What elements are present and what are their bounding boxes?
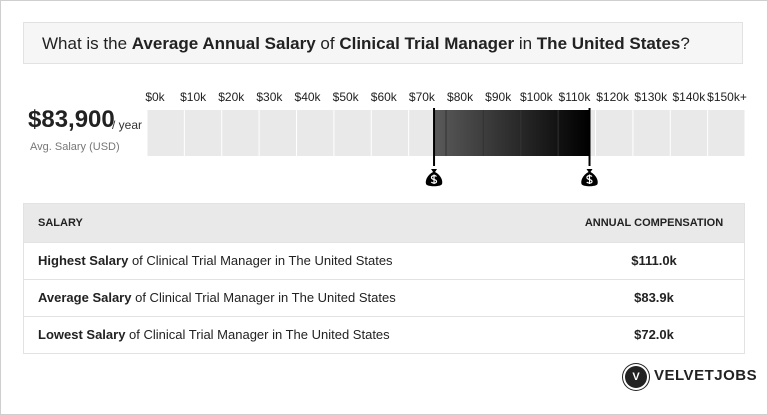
column-header: ANNUAL COMPENSATION [584, 217, 724, 229]
title-part: Average Annual Salary [131, 34, 316, 53]
bar-cell [633, 110, 670, 156]
bar-cell [708, 110, 745, 156]
bar-cell [334, 110, 371, 156]
title-part: ? [680, 34, 690, 53]
icon-part [430, 174, 438, 184]
tick-label: $80k [447, 90, 474, 104]
tick-label: $110k [558, 90, 591, 104]
tick-label: $20k [218, 90, 245, 104]
table-row: Highest Salary of Clinical Trial Manager… [24, 242, 744, 279]
row-value: $72.0k [634, 327, 674, 342]
tick-label: $100k [519, 90, 553, 104]
salary-unit: / year [112, 118, 143, 132]
tick-label: $130k [634, 90, 668, 104]
bar-cell [596, 110, 633, 156]
title-part: Clinical Trial Manager [339, 34, 515, 53]
row-label-bold: Lowest Salary [38, 327, 126, 342]
title-part: What is the [42, 34, 132, 53]
row-label: Highest Salary of Clinical Trial Manager… [38, 243, 393, 279]
tick-label: $70k [408, 90, 435, 104]
bar-cell [222, 110, 259, 156]
row-value: $111.0k [631, 253, 677, 268]
bar-cell [259, 110, 296, 156]
tick-label: $150k+ [707, 90, 747, 104]
salary-table: SALARY ANNUAL COMPENSATION Highest Salary … [23, 203, 745, 354]
bar-cell [297, 110, 334, 156]
bar-cell [147, 110, 184, 156]
row-label-bold: Average Salary [38, 290, 132, 305]
row-label-rest: of Clinical Trial Manager in The United … [125, 327, 390, 342]
avg-salary: $83,900 [28, 106, 115, 133]
title-part: in [514, 34, 537, 53]
table-row: Average Salary of Clinical Trial Manager… [24, 279, 744, 316]
tick-label: $140k [672, 90, 706, 104]
title-part: of [315, 34, 340, 53]
tick-label: $50k [332, 90, 359, 104]
salary-range-bar [147, 108, 745, 187]
tick-label: $120k [596, 90, 629, 104]
bar-cell [670, 110, 708, 156]
table-row: Lowest Salary of Clinical Trial Manager … [24, 316, 744, 353]
icon-part [586, 174, 593, 184]
money-bag-icon [581, 169, 598, 187]
title: What is the Average Annual Salary of Cli… [23, 22, 743, 64]
range-fill [434, 110, 590, 156]
row-label: Lowest Salary of Clinical Trial Manager … [38, 317, 390, 353]
tick-label: $30k [256, 90, 283, 104]
column-header: SALARY [38, 217, 83, 229]
row-value: $83.9k [634, 290, 674, 305]
tick-label: $0k [145, 90, 165, 104]
tick-label: $90k [485, 90, 512, 104]
row-label-bold: Highest Salary [38, 253, 129, 268]
tick-label: $60k [370, 90, 397, 104]
row-label: Average Salary of Clinical Trial Manager… [38, 280, 396, 316]
bar-cell [184, 110, 222, 156]
salary-caption: Avg. Salary (USD) [30, 141, 120, 153]
title-part: The United States [536, 34, 681, 53]
money-bag-icon [425, 169, 443, 187]
tick-label: $40k [294, 90, 321, 104]
tick-label: $10k [180, 90, 207, 104]
row-label-rest: of Clinical Trial Manager in The United … [128, 253, 393, 268]
table-header: SALARY ANNUAL COMPENSATION [24, 204, 744, 242]
brand-logo: V [625, 366, 647, 388]
bar-cell [371, 110, 409, 156]
brand-name: VELVETJOBS [654, 367, 758, 384]
row-label-rest: of Clinical Trial Manager in The United … [131, 290, 396, 305]
